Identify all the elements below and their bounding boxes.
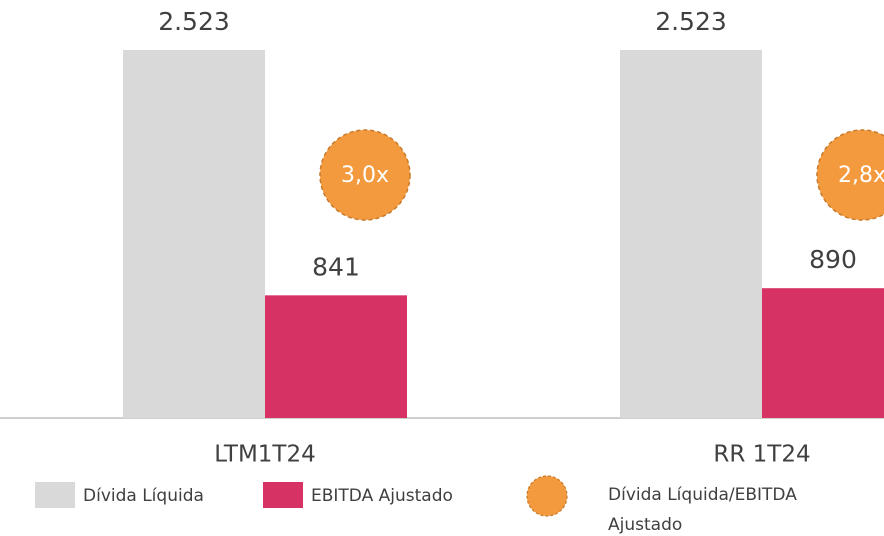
value-label: 841 (312, 252, 360, 281)
ratio-label: 3,0x (341, 163, 389, 188)
legend-label: EBITDA Ajustado (311, 486, 453, 506)
ratio-label: 2,8x (838, 163, 884, 188)
bar (265, 295, 407, 418)
x-tick-label: LTM1T24 (214, 442, 316, 468)
x-tick-label: RR 1T24 (713, 442, 810, 468)
legend-swatch (526, 475, 568, 517)
bar (123, 50, 265, 418)
bar (762, 288, 884, 418)
bar (620, 50, 762, 418)
value-label: 890 (809, 245, 857, 274)
legend-swatch (35, 482, 75, 508)
value-label: 2.523 (655, 7, 727, 36)
legend-label: Dívida Líquida (83, 486, 204, 506)
legend-label: Dívida Líquida/EBITDA Ajustado (608, 485, 797, 535)
ratio-bubble (816, 129, 884, 221)
value-label: 2.523 (158, 7, 230, 36)
ratio-bubble (319, 129, 411, 221)
legend-swatch (263, 482, 303, 508)
